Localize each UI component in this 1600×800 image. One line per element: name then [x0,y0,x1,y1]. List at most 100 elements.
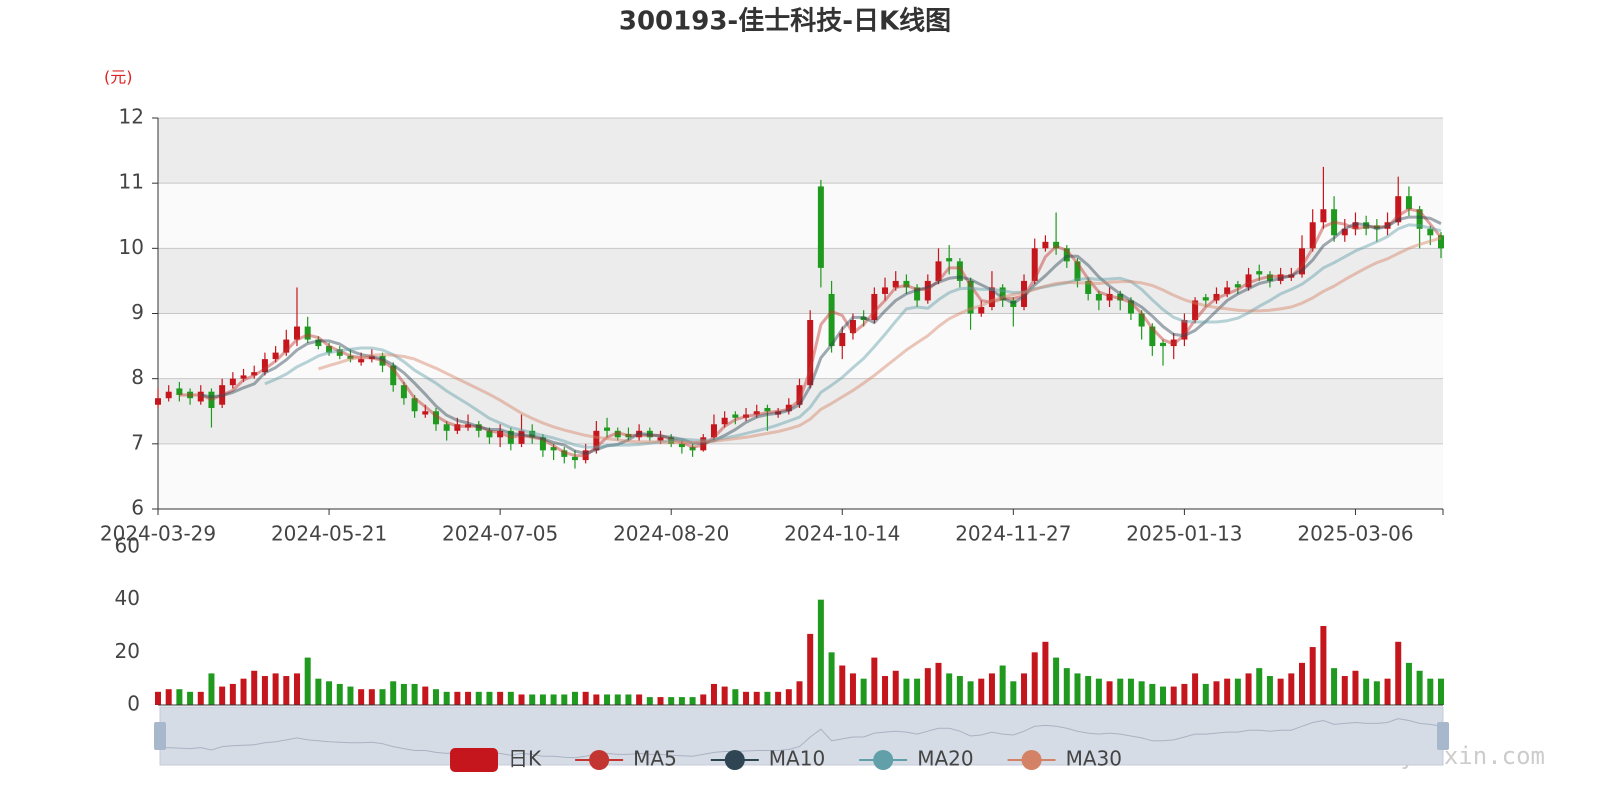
candle-body [1256,271,1263,275]
candle-body [593,430,600,451]
chart-title: 300193-佳士科技-日K线图 [619,7,951,37]
volume-bar [1234,678,1241,705]
legend-item[interactable]: MA5 [575,747,677,771]
candle-body [497,430,504,438]
candle-body [208,391,215,408]
volume-bar [1063,668,1070,705]
legend-icon [724,750,745,770]
volume-bar [1053,657,1060,705]
candle-body [710,424,717,438]
volume-bar [871,657,878,705]
volume-bar [390,681,397,705]
candle-body [304,326,311,340]
legend-item[interactable]: MA10 [710,747,825,771]
candle-body [1095,293,1102,301]
volume-bar [165,689,172,705]
candle-body [1309,222,1316,249]
split-area [158,183,1443,249]
volume-bar [839,665,846,705]
candle-body [261,359,268,373]
volume-bar [1405,662,1412,705]
legend-icon [589,750,610,770]
volume-bar [1341,676,1348,705]
candle-body [326,346,333,353]
candle-body [1192,300,1199,321]
volume-bar [229,683,236,705]
candle-body [999,287,1006,301]
legend-icon [1021,750,1042,770]
y-tick-label: 6 [131,496,144,520]
volume-bar [593,694,600,705]
volume-bar [807,633,814,705]
candle-body [1277,274,1284,281]
candle-body [1181,320,1188,340]
volume-bar [999,665,1006,705]
candle-body [1074,261,1081,281]
legend-item[interactable]: MA20 [859,747,974,771]
volume-bar [240,678,247,705]
candle-body [839,333,846,347]
legend-item[interactable]: MA30 [1007,747,1122,771]
volume-bar [208,673,215,705]
legend-label: MA10 [769,747,825,771]
volume-bar [1095,678,1102,705]
legend-label: 日K [508,747,542,771]
zoom-slider [159,706,1444,766]
volume-bar [347,686,354,705]
zoom-handle[interactable] [1437,722,1449,750]
volume-bar [636,694,643,705]
ma-line [200,215,1442,456]
y-tick-label: 11 [119,170,144,194]
volume-bar [988,673,995,705]
candle-body [368,355,375,360]
volume-bar [1192,673,1199,705]
volume-bar [828,652,835,705]
candle-body [336,349,343,356]
volume-bar [796,681,803,705]
legend-item[interactable]: 日K [450,747,542,773]
volume-bar [1160,686,1167,705]
candle-body [1352,222,1359,229]
volume-bar [368,689,375,705]
candle-body [785,404,792,412]
candle-body [988,287,995,307]
volume-bar [550,694,557,705]
candle-body [1438,235,1444,249]
candle-body [1053,241,1060,249]
candle-body [604,427,611,431]
volume-bar [465,691,472,705]
candle-body [165,391,172,399]
candle-body [903,280,910,288]
ma-line [317,236,1442,444]
candle-body [1138,313,1145,327]
volume-bar [358,689,365,705]
y-unit: (元) [104,68,133,87]
candle-body [1021,280,1028,307]
volume-bar [261,676,268,705]
volume-bar [176,689,183,705]
volume-bar [1170,686,1177,705]
candle-body [646,430,653,438]
candle-body [764,407,771,412]
candle-body [849,320,856,334]
candle-body [1063,248,1070,262]
volume-bar [1395,641,1402,705]
candle-body [582,450,589,461]
volume-bar [454,691,461,705]
volume-bar [272,673,279,705]
candle-body [775,411,782,415]
volume-bar [400,683,407,705]
volume-bar [721,686,728,705]
volume-bar [571,691,578,705]
candle-body [1149,326,1156,347]
volume-bar [1021,673,1028,705]
candle-body [443,424,450,431]
candle-body [272,352,279,360]
candle-body [1331,209,1338,236]
volume-bar [1352,670,1359,705]
volume-bar [1202,683,1209,705]
candle-body [539,437,546,451]
zoom-handle[interactable] [154,722,166,750]
candle-body [454,424,461,431]
volume-tick-label: 20 [115,639,140,663]
